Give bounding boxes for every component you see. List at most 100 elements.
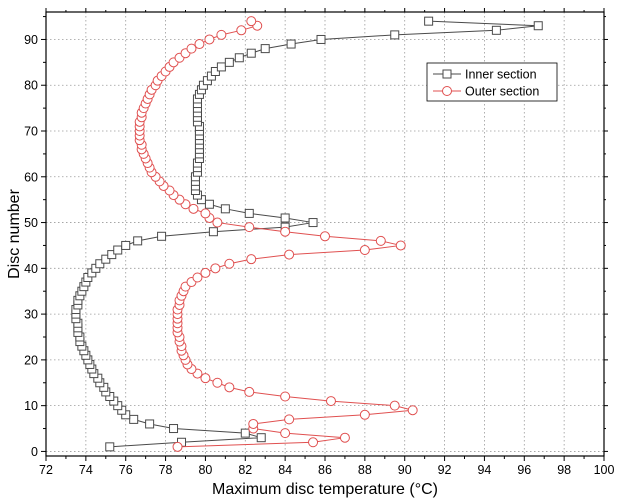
x-tick-label: 78 — [159, 463, 173, 477]
data-point — [533, 21, 543, 31]
data-point — [359, 245, 370, 256]
y-tick-label: 30 — [24, 308, 38, 322]
data-point — [200, 373, 211, 384]
legend-label: Outer section — [465, 85, 539, 99]
data-point — [491, 25, 501, 35]
series-1 — [71, 16, 543, 452]
legend-label: Inner section — [465, 68, 537, 82]
data-point — [216, 29, 227, 40]
data-point — [375, 235, 386, 246]
data-point — [284, 414, 295, 425]
data-point — [210, 67, 220, 77]
data-point — [224, 57, 234, 67]
y-tick-label: 90 — [24, 33, 38, 47]
series-layer — [71, 16, 543, 452]
data-point — [113, 245, 123, 255]
data-point — [286, 39, 296, 49]
data-point — [234, 53, 244, 63]
data-point — [204, 34, 215, 45]
data-point — [107, 250, 117, 260]
data-point — [246, 48, 256, 58]
data-point — [244, 386, 255, 397]
y-tick-label: 50 — [24, 216, 38, 230]
data-point — [169, 424, 179, 434]
series-line — [139, 20, 413, 448]
data-point — [244, 222, 255, 233]
y-tick-label: 60 — [24, 170, 38, 184]
legend-marker — [442, 86, 452, 96]
data-point — [244, 208, 254, 218]
data-point — [280, 226, 291, 237]
data-point — [246, 16, 257, 27]
data-point — [308, 218, 318, 228]
x-tick-label: 96 — [517, 463, 531, 477]
grid-lines — [46, 12, 604, 456]
data-point — [95, 259, 105, 269]
data-point — [280, 428, 291, 439]
series-2 — [134, 16, 418, 452]
data-point — [210, 263, 221, 274]
data-point — [320, 231, 330, 242]
data-point — [204, 199, 214, 209]
x-tick-label: 72 — [39, 463, 53, 477]
data-point — [212, 217, 223, 228]
data-point — [101, 254, 111, 264]
data-point — [145, 419, 155, 429]
data-point — [389, 400, 400, 411]
x-axis-title: Maximum disc temperature (°C) — [212, 481, 438, 498]
legend: Inner section Outer section — [426, 62, 558, 102]
data-point — [129, 414, 139, 424]
legend-marker — [442, 69, 452, 79]
data-point — [224, 382, 235, 393]
y-tick-label: 40 — [24, 262, 38, 276]
data-point — [216, 62, 226, 72]
data-point — [248, 418, 259, 429]
x-tick-label: 88 — [358, 463, 372, 477]
y-tick-label: 70 — [24, 125, 38, 139]
data-point — [325, 396, 336, 407]
data-point — [224, 258, 235, 269]
data-point — [280, 391, 291, 402]
data-point — [105, 442, 115, 452]
data-point — [424, 16, 434, 26]
x-tick-label: 76 — [119, 463, 133, 477]
y-tick-label: 20 — [24, 353, 38, 367]
y-tick-label: 0 — [31, 445, 38, 459]
x-tick-label: 84 — [278, 463, 292, 477]
data-point — [200, 208, 211, 219]
data-point — [188, 203, 199, 214]
data-point — [407, 405, 418, 416]
data-point — [192, 272, 203, 283]
x-tick-label: 74 — [79, 463, 93, 477]
legend-entry: Inner section — [433, 68, 537, 82]
data-point — [172, 441, 183, 452]
x-tick-label: 94 — [477, 463, 491, 477]
x-tick-label: 90 — [398, 463, 412, 477]
data-point — [339, 432, 350, 443]
x-tick-label: 100 — [594, 463, 615, 477]
data-point — [316, 34, 326, 44]
x-tick-label: 92 — [438, 463, 452, 477]
y-tick-label: 10 — [24, 399, 38, 413]
data-point — [246, 254, 257, 265]
data-point — [308, 437, 319, 448]
data-point — [260, 44, 270, 54]
data-point — [284, 249, 295, 260]
x-tick-label: 86 — [318, 463, 332, 477]
data-point — [390, 30, 400, 40]
data-point — [133, 236, 143, 246]
data-point — [220, 204, 230, 214]
legend-entry: Outer section — [433, 85, 539, 99]
data-point — [256, 433, 266, 443]
x-tick-label: 82 — [238, 463, 252, 477]
data-point — [208, 227, 218, 237]
x-tick-label: 98 — [557, 463, 571, 477]
data-point — [212, 377, 223, 388]
data-point — [200, 267, 211, 278]
data-point — [395, 240, 406, 251]
data-point — [359, 409, 370, 420]
y-tick-label: 80 — [24, 79, 38, 93]
data-point — [157, 231, 167, 241]
data-point — [236, 25, 247, 36]
